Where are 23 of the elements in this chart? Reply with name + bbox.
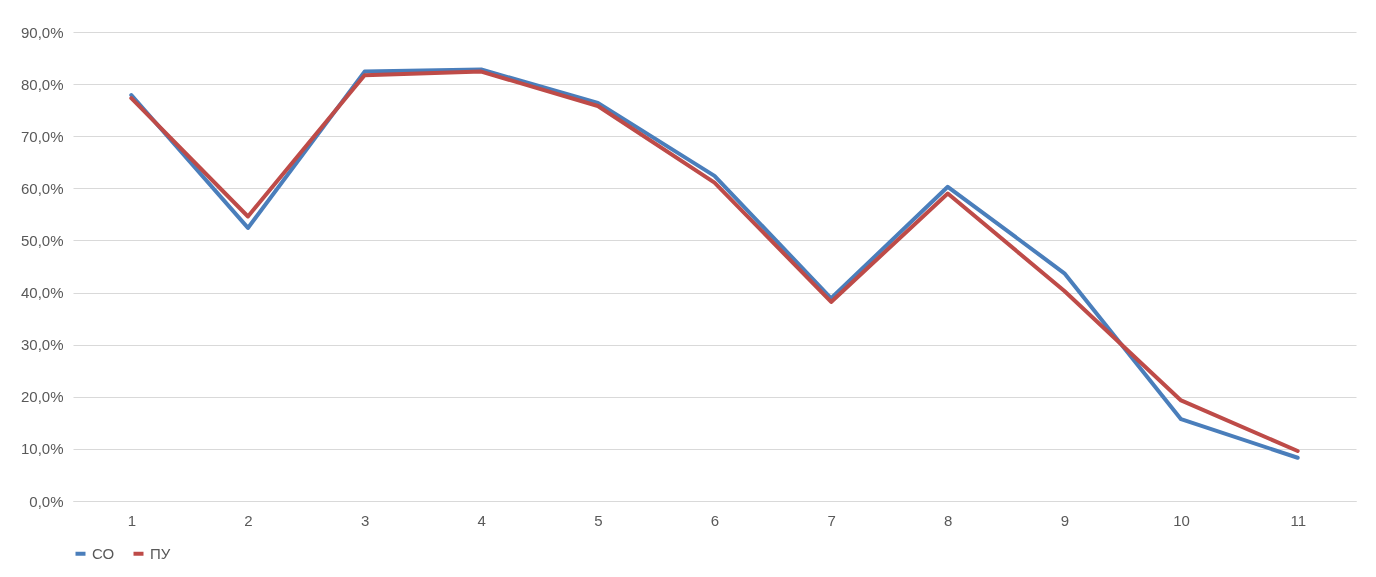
y-tick-label: 20,0% xyxy=(20,388,64,406)
x-tick-label: 4 xyxy=(477,511,486,529)
y-tick-label: 90,0% xyxy=(20,23,64,41)
x-tick-label: 3 xyxy=(360,511,370,529)
x-tick-label: 7 xyxy=(827,511,836,529)
legend-label: ПУ xyxy=(150,544,171,562)
y-tick-label: 0,0% xyxy=(29,492,64,510)
y-tick-label: 60,0% xyxy=(20,179,64,197)
x-tick-label: 1 xyxy=(127,511,136,529)
y-tick-label: 80,0% xyxy=(20,75,64,93)
y-tick-label: 10,0% xyxy=(20,440,64,458)
x-tick-label: 2 xyxy=(244,511,253,529)
y-tick-label: 40,0% xyxy=(20,284,64,302)
x-tick-label: 9 xyxy=(1060,511,1070,529)
x-tick-label: 6 xyxy=(710,511,720,529)
x-tick-label: 10 xyxy=(1173,511,1190,529)
x-tick-label: 11 xyxy=(1290,511,1306,529)
legend-label: СО xyxy=(92,544,115,562)
y-tick-label: 50,0% xyxy=(20,231,64,249)
x-tick-label: 8 xyxy=(944,511,953,529)
x-tick-label: 5 xyxy=(594,511,603,529)
y-tick-label: 70,0% xyxy=(20,127,64,145)
y-tick-label: 30,0% xyxy=(20,336,64,354)
